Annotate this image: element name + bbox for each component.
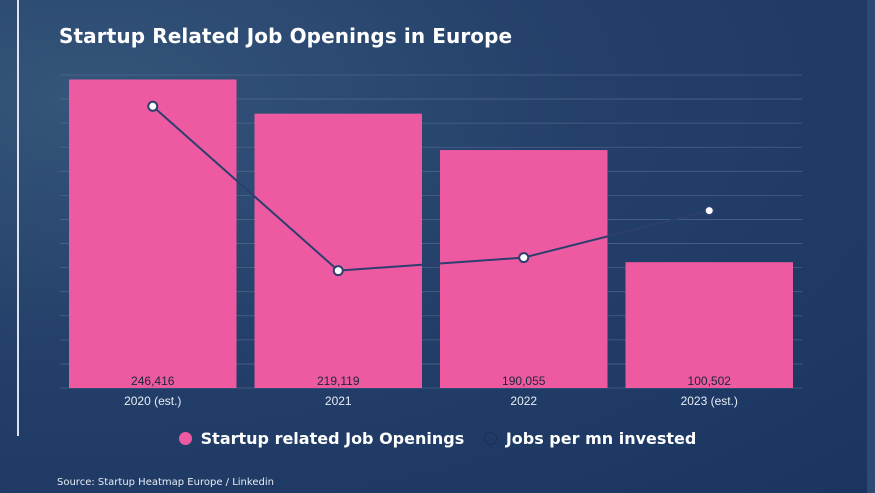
- legend-item-jobs-per-mn[interactable]: Jobs per mn invested: [483, 429, 697, 448]
- bar-value-label: 246,416: [131, 374, 175, 388]
- line-point-0[interactable]: [147, 100, 159, 112]
- legend: Startup related Job Openings Jobs per mn…: [0, 429, 875, 449]
- legend-label-jobs-per-mn: Jobs per mn invested: [505, 429, 697, 448]
- x-tick-label: 2023 (est.): [681, 394, 738, 408]
- x-tick-label: 2020 (est.): [124, 394, 181, 408]
- source-note: Source: Startup Heatmap Europe / Linkedi…: [57, 477, 274, 488]
- legend-swatch-jobs-per-mn: [483, 432, 497, 445]
- right-edge-strip: [867, 0, 875, 493]
- x-tick-label: 2021: [325, 394, 352, 408]
- line-point-1[interactable]: [332, 265, 344, 277]
- bar-0[interactable]: [69, 79, 237, 388]
- left-accent-rule: [17, 0, 19, 436]
- bar-value-label: 100,502: [688, 374, 732, 388]
- bar-value-label: 219,119: [317, 374, 360, 388]
- labels: 246,416 2020 (est.) 219,119 2021 190,055 2022…: [124, 374, 738, 408]
- line-point-2[interactable]: [518, 252, 530, 264]
- legend-label-job-openings: Startup related Job Openings: [200, 429, 465, 448]
- bars: [69, 79, 793, 388]
- bar-1[interactable]: [254, 113, 423, 388]
- legend-item-job-openings[interactable]: Startup related Job Openings: [178, 429, 465, 448]
- legend-swatch-job-openings: [178, 432, 192, 445]
- bar-2[interactable]: [440, 150, 608, 388]
- bar-3[interactable]: [625, 262, 794, 388]
- x-tick-label: 2022: [510, 394, 537, 408]
- line-point-3[interactable]: [703, 205, 715, 217]
- chart-title: Startup Related Job Openings in Europe: [59, 24, 513, 48]
- line-series: [147, 100, 715, 277]
- line-path: [152, 105, 710, 272]
- bar-value-label: 190,055: [502, 374, 546, 388]
